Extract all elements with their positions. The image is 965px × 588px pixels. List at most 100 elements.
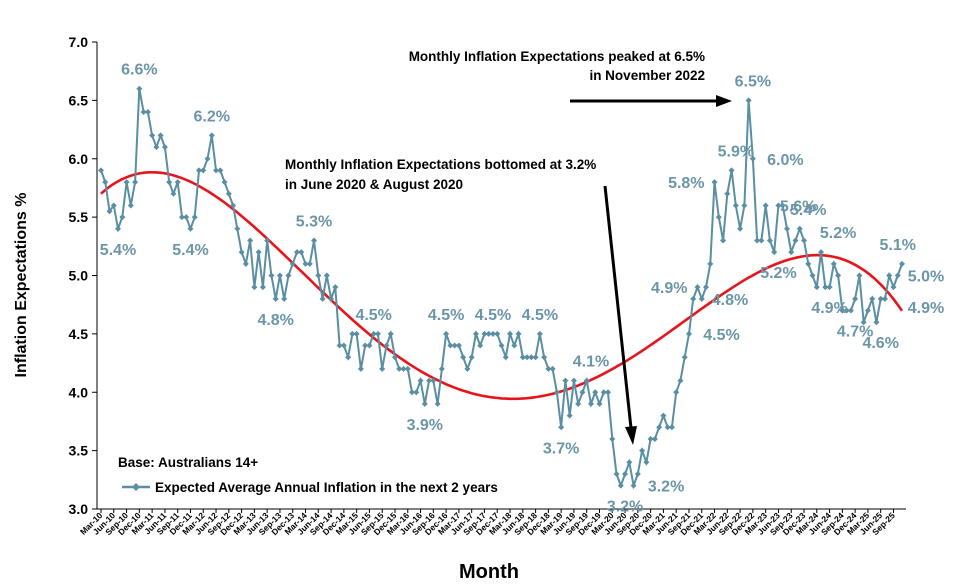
data-point [98, 167, 104, 174]
data-point [775, 202, 782, 209]
data-point [498, 342, 505, 349]
data-label: 4.6% [862, 335, 898, 352]
data-point [737, 225, 744, 232]
data-point [809, 272, 816, 279]
data-label: 6.6% [121, 62, 157, 79]
data-point [600, 389, 607, 396]
data-point [421, 400, 428, 407]
data-point [481, 330, 488, 337]
data-point [379, 365, 386, 372]
data-point [558, 424, 565, 431]
data-point [374, 330, 381, 337]
annotation-peak-line-1: Monthly Inflation Expectations peaked at… [409, 49, 705, 64]
data-point [681, 354, 688, 361]
data-point [511, 342, 518, 349]
data-point [195, 167, 202, 174]
data-point [174, 179, 181, 186]
data-point [715, 214, 722, 221]
data-point [443, 330, 450, 337]
data-point [387, 330, 394, 337]
data-point [281, 295, 288, 302]
data-point [409, 389, 416, 396]
data-point [617, 482, 624, 489]
data-point [106, 208, 113, 215]
data-point [566, 412, 573, 419]
data-point [762, 202, 769, 209]
data-point [660, 412, 667, 419]
data-label: 4.9% [811, 300, 847, 317]
data-point [792, 237, 799, 244]
data-point [140, 109, 147, 116]
data-point [170, 190, 177, 197]
data-point [417, 377, 424, 384]
data-label: 5.0% [908, 269, 944, 286]
data-point [801, 237, 808, 244]
data-label: 5.3% [296, 213, 332, 230]
data-point [720, 237, 727, 244]
data-label: 6.2% [194, 108, 230, 125]
data-point [178, 214, 185, 221]
data-point [438, 365, 445, 372]
data-label: 4.8% [712, 292, 748, 309]
data-point [460, 354, 467, 361]
data-point [570, 377, 577, 384]
data-label: 5.4% [100, 242, 136, 259]
data-point [289, 260, 296, 267]
data-label: 5.2% [760, 265, 796, 282]
data-point [123, 179, 130, 186]
data-point [464, 365, 471, 372]
data-point [404, 365, 411, 372]
data-point [822, 284, 829, 291]
data-point [238, 249, 245, 256]
data-point [183, 214, 190, 221]
y-tick-label: 7.0 [69, 34, 89, 50]
y-tick-label: 4.5 [69, 326, 89, 342]
data-point [306, 260, 313, 267]
data-point [259, 284, 266, 291]
data-point [830, 260, 837, 267]
data-point [485, 330, 492, 337]
data-label: 5.6% [780, 198, 816, 215]
data-point [204, 155, 211, 162]
data-point [754, 237, 761, 244]
data-point [268, 272, 275, 279]
data-point [826, 284, 833, 291]
data-point [115, 225, 122, 232]
data-point [345, 354, 352, 361]
data-point [357, 365, 364, 372]
data-point [609, 435, 616, 442]
legend-series-label: Expected Average Annual Inflation in the… [155, 480, 498, 495]
annotation-bottom-line-1: Monthly Inflation Expectations bottomed … [285, 157, 596, 172]
data-point [596, 400, 603, 407]
base-note: Base: Australians 14+ [118, 455, 258, 470]
data-point [698, 295, 705, 302]
data-label: 3.2% [607, 499, 643, 516]
data-point [664, 424, 671, 431]
data-point [110, 202, 117, 209]
data-point [468, 354, 475, 361]
data-point [315, 272, 322, 279]
data-point [783, 225, 790, 232]
data-point [127, 202, 134, 209]
data-point [856, 272, 863, 279]
data-label: 5.9% [718, 143, 754, 160]
data-point [264, 237, 271, 244]
series-line [100, 88, 903, 490]
data-point [247, 237, 254, 244]
data-point [477, 342, 484, 349]
data-point [847, 307, 854, 314]
data-point [886, 272, 893, 279]
data-point [549, 365, 556, 372]
data-label: 4.5% [522, 307, 558, 324]
data-point [208, 132, 215, 139]
data-point [426, 377, 433, 384]
data-point [805, 260, 812, 267]
y-tick-label: 6.5 [69, 92, 89, 108]
data-point [187, 225, 194, 232]
y-tick-label: 3.0 [69, 501, 89, 517]
data-point [592, 389, 599, 396]
y-axis-ticks: 3.0 3.5 4.0 4.5 5.0 5.5 6.0 6.5 7.0 [69, 34, 97, 517]
data-point [230, 202, 237, 209]
annotations: Monthly Inflation Expectations peaked at… [285, 49, 732, 445]
